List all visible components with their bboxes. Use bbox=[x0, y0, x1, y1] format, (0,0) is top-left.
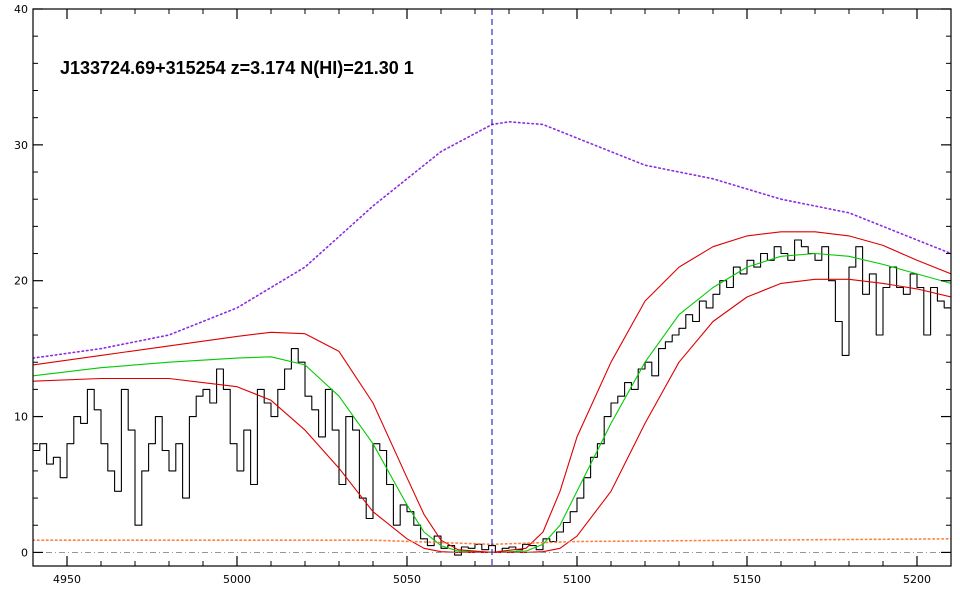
x-tick-label: 5150 bbox=[733, 573, 761, 586]
series-fit bbox=[33, 252, 951, 553]
y-tick-label: 20 bbox=[14, 275, 28, 288]
x-tick-label: 5050 bbox=[393, 573, 421, 586]
x-tick-label: 4950 bbox=[53, 573, 81, 586]
plot-frame bbox=[32, 8, 952, 567]
y-tick-label: 40 bbox=[14, 3, 28, 16]
y-tick-label: 30 bbox=[14, 139, 28, 152]
x-tick-label: 5200 bbox=[903, 573, 931, 586]
x-tick-label: 5000 bbox=[223, 573, 251, 586]
series-fit-lower bbox=[33, 278, 951, 553]
y-tick-label: 0 bbox=[21, 546, 28, 559]
x-tick-label: 5100 bbox=[563, 573, 591, 586]
chart-title: J133724.69+315254 z=3.174 N(HI)=21.30 1 bbox=[60, 58, 414, 78]
tick-layer: 4950 5000 5050 5100 5150 5200 0 10 20 30 40 bbox=[14, 3, 952, 586]
series-continuum bbox=[33, 121, 951, 359]
series-flux bbox=[33, 239, 951, 556]
y-tick-label: 10 bbox=[14, 411, 28, 424]
series-fit-upper bbox=[33, 231, 951, 553]
